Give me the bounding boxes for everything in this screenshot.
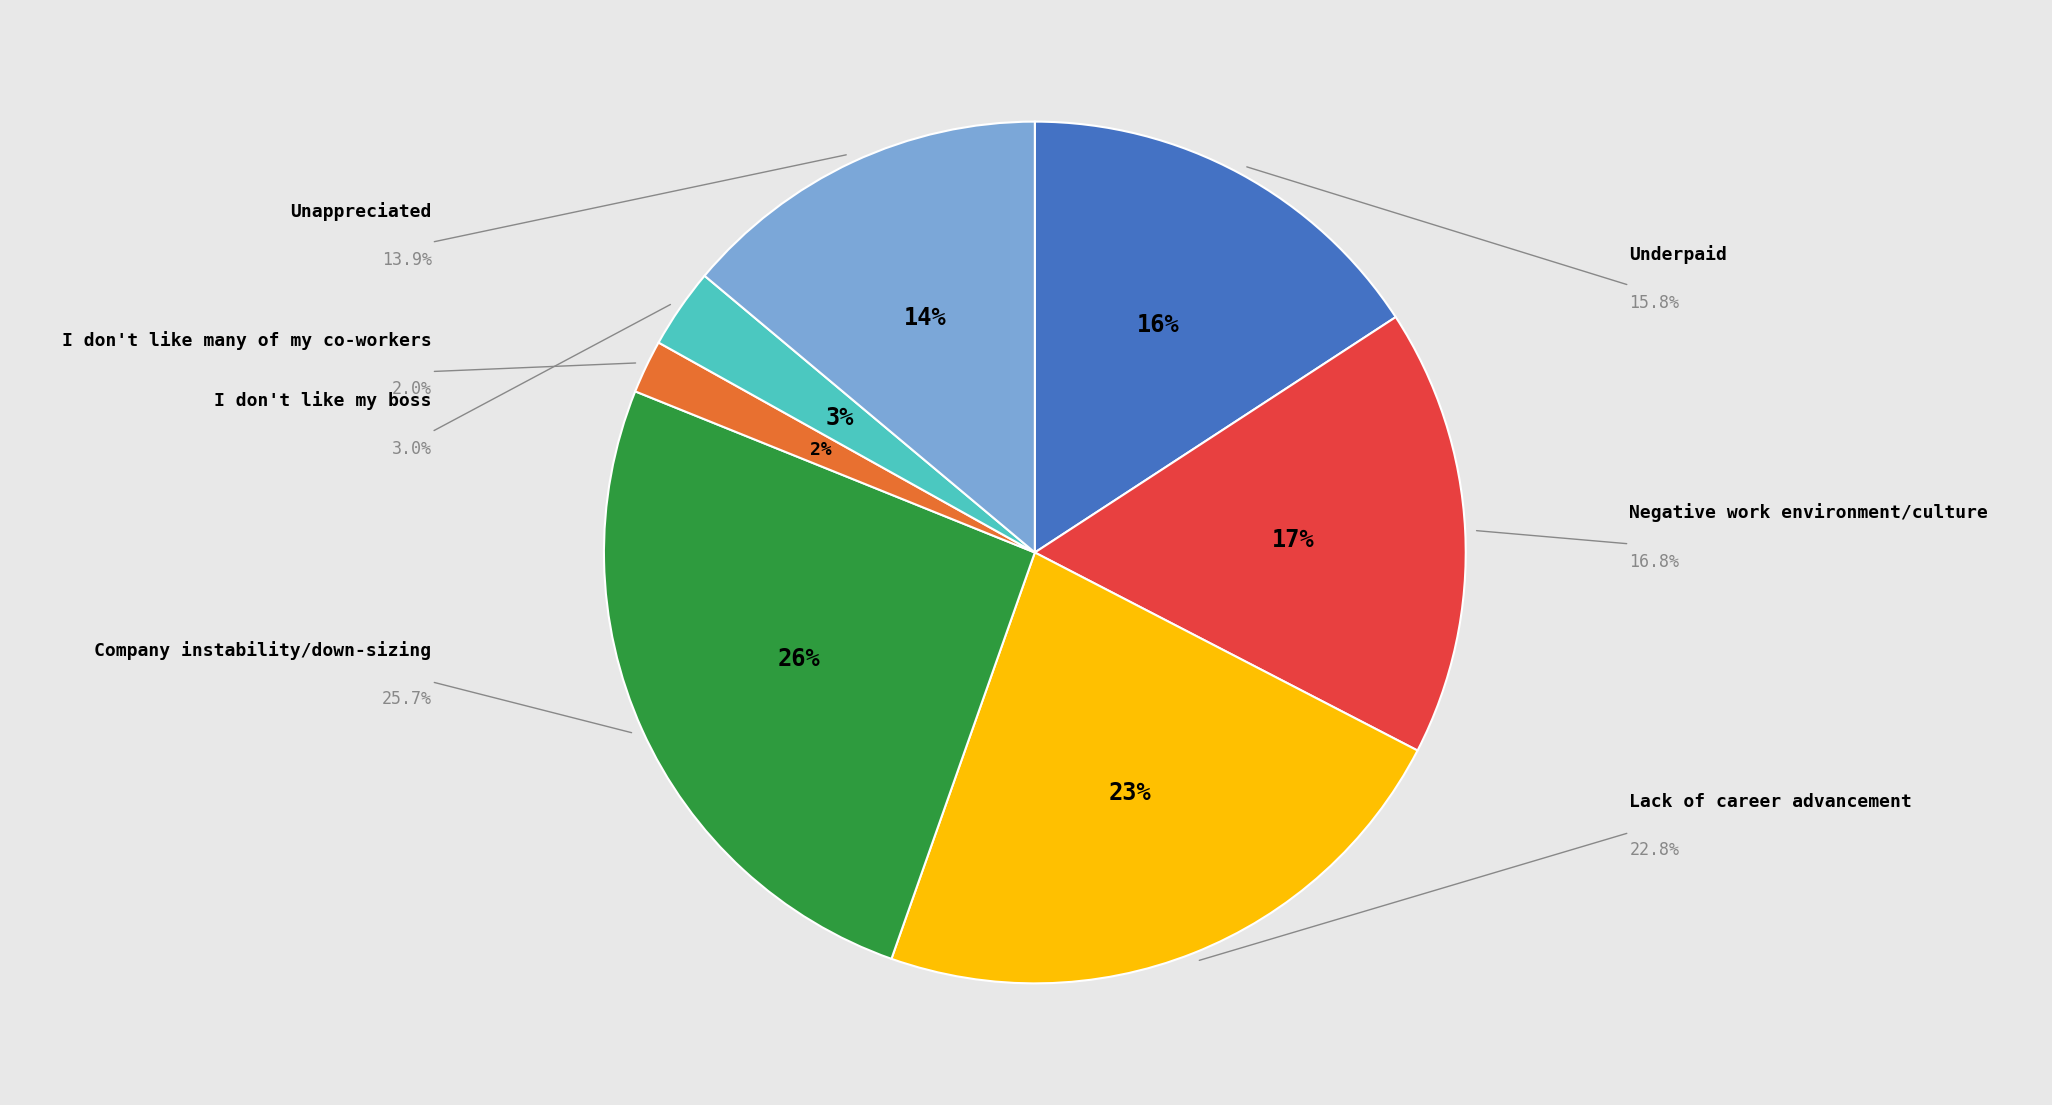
Text: I don't like my boss: I don't like my boss	[213, 391, 431, 410]
Text: 3%: 3%	[825, 406, 854, 430]
Text: Lack of career advancement: Lack of career advancement	[1629, 793, 1912, 811]
Text: 2%: 2%	[811, 441, 831, 460]
Wedge shape	[891, 552, 1418, 983]
Text: 2.0%: 2.0%	[392, 380, 431, 398]
Text: 3.0%: 3.0%	[392, 441, 431, 459]
Text: 26%: 26%	[778, 646, 821, 671]
Text: Unappreciated: Unappreciated	[289, 202, 431, 221]
Text: 22.8%: 22.8%	[1629, 841, 1679, 860]
Text: 16%: 16%	[1137, 313, 1180, 337]
Wedge shape	[1034, 122, 1395, 552]
Text: 25.7%: 25.7%	[382, 691, 431, 708]
Text: Company instability/down-sizing: Company instability/down-sizing	[94, 641, 431, 660]
Text: 13.9%: 13.9%	[382, 251, 431, 269]
Text: 14%: 14%	[905, 306, 946, 330]
Text: 17%: 17%	[1272, 527, 1315, 551]
Wedge shape	[636, 343, 1034, 552]
Wedge shape	[603, 391, 1034, 959]
Text: 16.8%: 16.8%	[1629, 552, 1679, 570]
Text: I don't like many of my co-workers: I don't like many of my co-workers	[62, 332, 431, 350]
Text: 23%: 23%	[1108, 781, 1151, 804]
Wedge shape	[659, 276, 1034, 552]
Text: Negative work environment/culture: Negative work environment/culture	[1629, 504, 1988, 523]
Wedge shape	[704, 122, 1034, 552]
Wedge shape	[1034, 317, 1465, 750]
Text: 15.8%: 15.8%	[1629, 294, 1679, 312]
Text: Underpaid: Underpaid	[1629, 245, 1728, 264]
